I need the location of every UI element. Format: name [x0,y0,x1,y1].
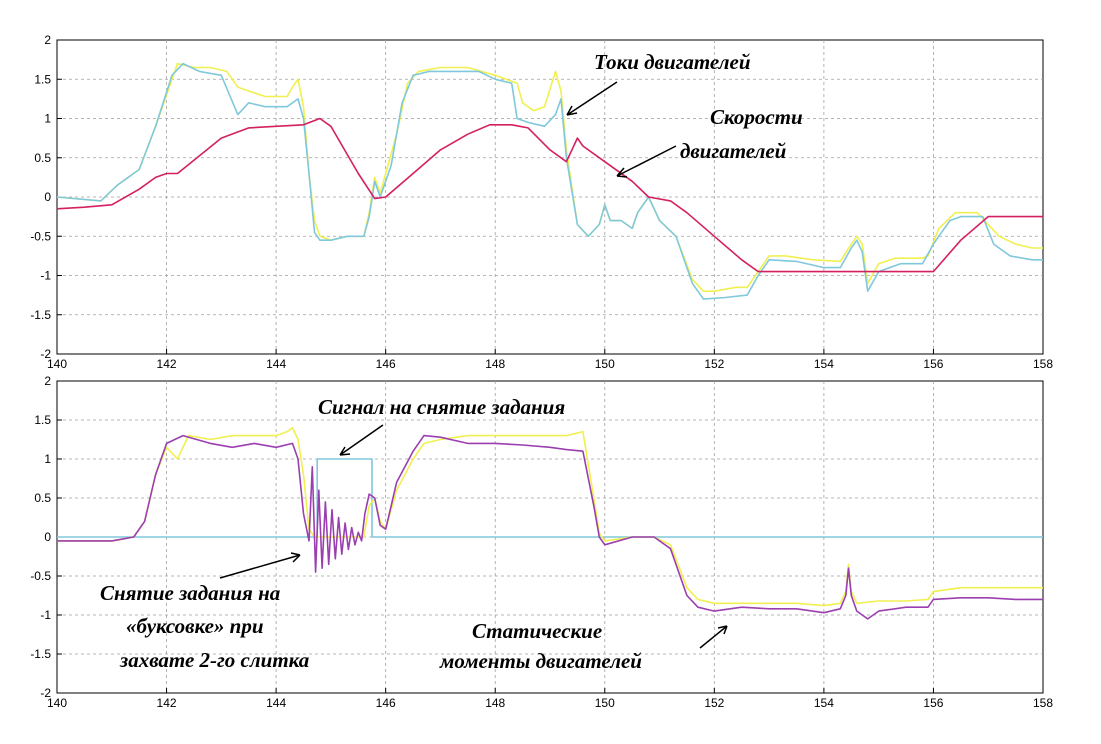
arrow-release-slip [219,552,301,579]
x-tick-label: 144 [266,696,286,710]
x-tick-label: 146 [376,357,396,371]
y-tick-label: 0 [44,530,51,544]
x-tick-label: 150 [595,357,615,371]
y-tick-label: 2 [44,374,51,388]
y-tick-label: 0.5 [34,491,51,505]
x-tick-label: 156 [923,696,943,710]
x-tick-label: 146 [376,696,396,710]
arrow-static-moments [699,625,728,649]
y-tick-label: 1 [44,452,51,466]
annotation-static-moments-line2: моменты двигателей [439,649,642,673]
y-tick-label: -2 [40,347,51,361]
y-tick-label: -1.5 [30,647,51,661]
x-tick-label: 158 [1033,357,1053,371]
x-tick-label: 156 [923,357,943,371]
y-tick-label: -1 [40,608,51,622]
y-tick-label: 0.5 [34,151,51,165]
x-tick-label: 140 [47,357,67,371]
y-tick-label: 2 [44,33,51,47]
y-tick-label: 1.5 [34,72,51,86]
x-tick-label: 150 [595,696,615,710]
annotation-speeds-line2: двигателей [680,139,786,163]
x-tick-label: 140 [47,696,67,710]
x-tick-label: 148 [485,357,505,371]
y-tick-label: -2 [40,686,51,700]
y-tick-label: -0.5 [30,569,51,583]
annotation-release-slip-line1: Снятие задания на [100,581,280,605]
annotation-release-signal: Сигнал на снятие задания [318,395,565,419]
series-line-2 [56,62,1043,300]
annotation-speeds-line1: Скорости [710,105,803,129]
arrow-speeds [616,145,677,178]
arrow-release-signal [339,424,384,456]
x-tick-label: 152 [704,696,724,710]
annotation-motor-currents: Токи двигателей [594,50,751,74]
x-tick-label: 158 [1033,696,1053,710]
y-tick-label: -1 [40,269,51,283]
x-tick-label: 142 [157,696,177,710]
y-tick-label: 0 [44,190,51,204]
annotation-release-slip-line3: захвате 2-го слитка [119,648,309,672]
x-tick-label: 148 [485,696,505,710]
y-tick-label: -0.5 [30,229,51,243]
top-chart: 140 142 144 146 148 150 152 154 156 158 2 1.5 1 0.5 0 -… [30,33,1053,371]
x-tick-label: 154 [814,696,834,710]
y-tick-label: -1.5 [30,308,51,322]
annotation-static-moments-line1: Статические [472,619,602,643]
arrow-currents [566,81,618,116]
series-line-1 [57,458,1043,538]
annotation-release-slip-line2: «буксовке» при [126,614,264,638]
x-tick-label: 152 [704,357,724,371]
y-tick-label: 1 [44,112,51,126]
x-tick-label: 142 [157,357,177,371]
series-line-3 [56,117,1043,273]
x-tick-label: 144 [266,357,286,371]
x-tick-label: 154 [814,357,834,371]
series-line-3 [57,434,1043,620]
bottom-chart: 140 142 144 146 148 150 152 154 156 158 2 1.5 1 0.5 0 -… [30,374,1053,710]
y-tick-label: 1.5 [34,413,51,427]
